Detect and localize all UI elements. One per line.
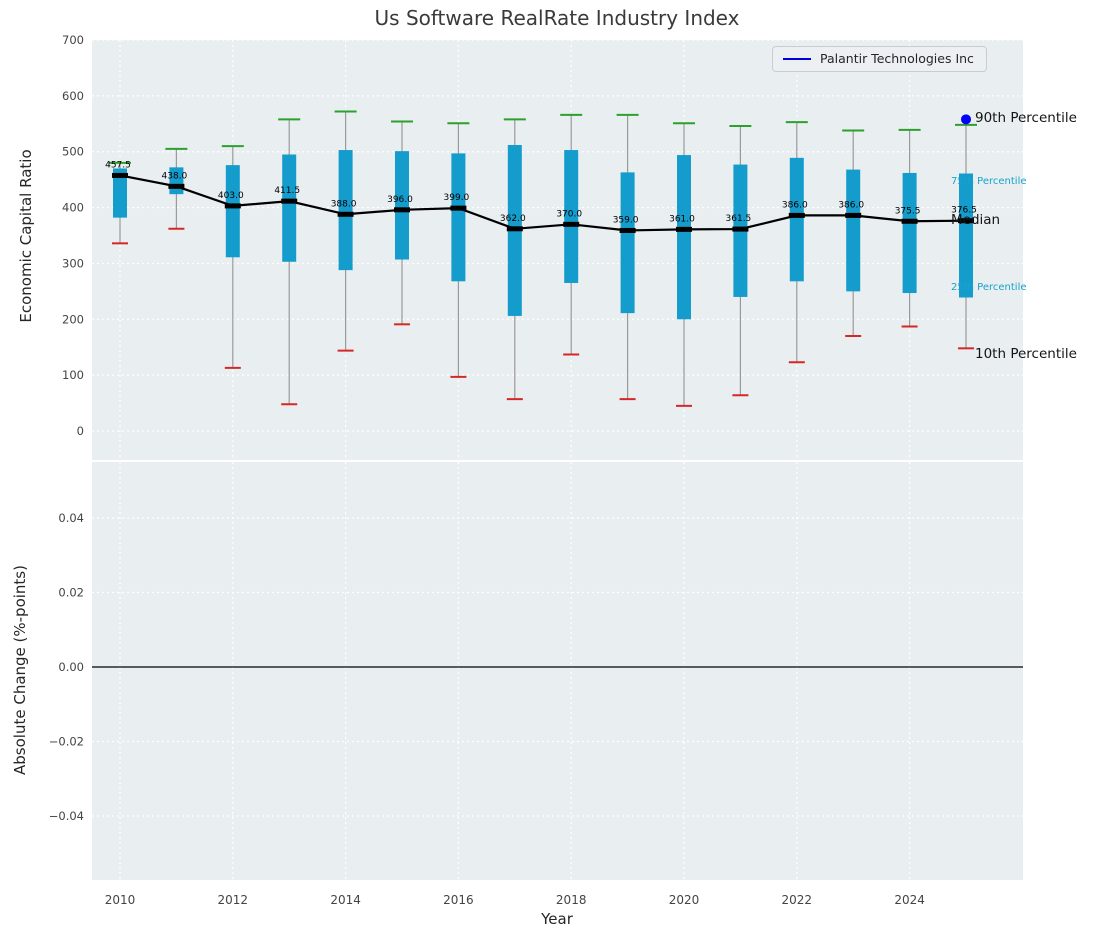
iqr-box: [902, 172, 917, 294]
x-axis-label: Year: [541, 910, 573, 928]
median-value-label: 438.0: [162, 171, 188, 181]
median-marker: [788, 212, 805, 218]
x-tick-label: 2016: [443, 893, 474, 907]
x-tick-label: 2024: [894, 893, 925, 907]
median-value-label: 403.0: [218, 191, 244, 201]
iqr-box: [451, 153, 466, 282]
median-marker: [394, 207, 410, 213]
legend-label: Palantir Technologies Inc: [820, 51, 974, 66]
y-tick-label-top: 400: [62, 201, 84, 215]
x-tick-label: 2010: [105, 893, 136, 907]
median-line: [119, 174, 967, 232]
median-marker: [337, 211, 354, 217]
iqr-box: [677, 155, 691, 320]
y-tick-label-top: 100: [62, 368, 84, 382]
median-value-label: 375.5: [895, 206, 921, 216]
annotation-25th-percentile: 25th Percentile: [951, 282, 1027, 293]
iqr-box: [789, 157, 804, 282]
y-tick-label-bottom: −0.02: [49, 735, 84, 749]
iqr-box: [395, 151, 409, 260]
bottom-plot-area: [92, 462, 1023, 880]
iqr-box: [113, 168, 127, 218]
median-marker: [732, 226, 749, 232]
median-marker: [845, 212, 862, 218]
median-value-label: 399.0: [444, 193, 470, 203]
median-value-label: 457.5: [105, 160, 131, 170]
annotation-75th-percentile: 75th Percentile: [951, 176, 1027, 187]
x-tick-label: 2020: [669, 893, 700, 907]
y-tick-label-top: 200: [62, 312, 84, 326]
median-value-label: 386.0: [838, 200, 864, 210]
iqr-box: [282, 154, 297, 262]
iqr-box: [564, 150, 579, 283]
y-tick-label-bottom: 0.00: [58, 660, 84, 674]
y-tick-label-top: 300: [62, 256, 84, 270]
y-tick-label-top: 700: [62, 33, 84, 47]
iqr-box: [846, 169, 861, 292]
y-axis-label-top: Economic Capital Ratio: [17, 149, 35, 323]
y-tick-label-top: 0: [77, 424, 84, 438]
median-marker: [450, 205, 467, 211]
legend-line-icon: [783, 57, 811, 60]
median-value-label: 359.0: [613, 215, 639, 225]
median-marker: [112, 172, 128, 178]
median-marker: [224, 203, 241, 209]
median-value-label: 411.5: [274, 186, 300, 196]
x-tick-label: 2018: [556, 893, 587, 907]
median-marker: [958, 218, 974, 224]
median-value-label: 361.5: [726, 214, 752, 224]
y-tick-label-bottom: 0.02: [58, 586, 84, 600]
y-tick-label-top: 600: [62, 89, 84, 103]
median-marker: [506, 226, 523, 232]
median-value-label: 388.0: [331, 199, 357, 209]
median-value-label: 370.0: [556, 209, 582, 219]
chart-title: Us Software RealRate Industry Index: [374, 6, 740, 30]
y-tick-label-bottom: 0.04: [58, 511, 84, 525]
median-marker: [281, 198, 298, 204]
y-axis-label-bottom: Absolute Change (%-points): [11, 565, 29, 775]
median-marker: [676, 226, 692, 232]
median-value-label: 361.0: [669, 214, 695, 224]
x-tick-label: 2012: [218, 893, 249, 907]
x-tick-label: 2014: [330, 893, 361, 907]
median-marker: [563, 221, 580, 227]
chart-legend: Palantir Technologies Inc: [772, 46, 987, 72]
y-tick-label-bottom: −0.04: [49, 809, 84, 823]
y-tick-label-top: 500: [62, 145, 84, 159]
median-value-label: 386.0: [782, 200, 808, 210]
annotation-90th-percentile: 90th Percentile: [975, 110, 1077, 126]
median-marker: [168, 183, 185, 189]
iqr-box: [959, 173, 973, 298]
iqr-box: [620, 172, 635, 314]
x-tick-label: 2022: [782, 893, 813, 907]
median-marker: [901, 218, 918, 224]
median-value-label: 362.0: [500, 214, 526, 224]
iqr-box: [338, 150, 353, 271]
top-plot-area: [92, 40, 1023, 460]
annotation-10th-percentile: 10th Percentile: [975, 346, 1077, 362]
annotation-median: Median: [951, 212, 1001, 228]
median-value-label: 376.5: [951, 206, 977, 216]
median-marker: [619, 227, 636, 233]
palantir-point: [961, 114, 971, 125]
iqr-box: [225, 165, 240, 258]
median-value-label: 396.0: [387, 195, 413, 205]
